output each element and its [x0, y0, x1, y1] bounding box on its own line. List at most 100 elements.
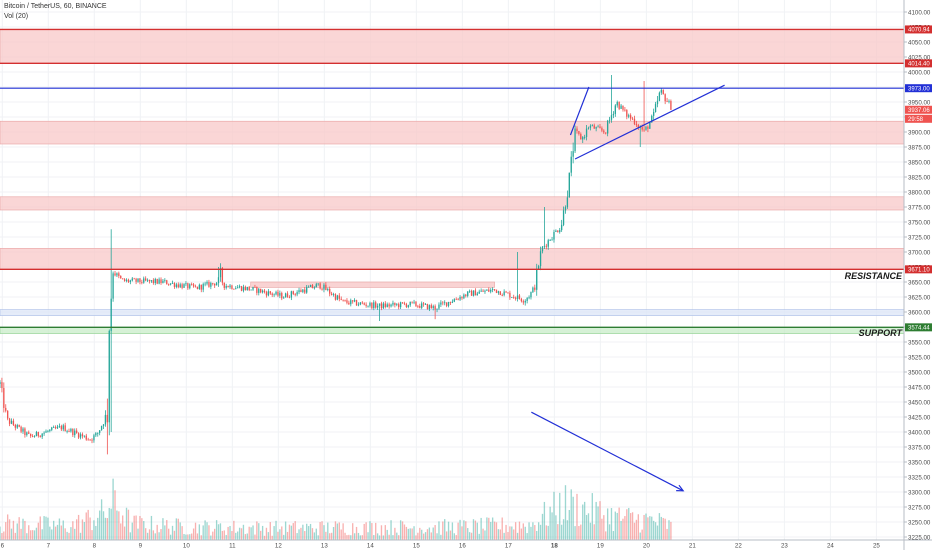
volume-bar — [499, 529, 501, 540]
candle-body — [145, 278, 147, 281]
candle-body — [158, 279, 160, 284]
volume-bar — [396, 532, 398, 540]
candle-body — [419, 306, 421, 308]
price-tag-label: 4014.40 — [908, 62, 930, 68]
candle-body — [114, 273, 116, 276]
volume-bar — [131, 522, 133, 540]
volume-bar — [325, 531, 327, 540]
volume-bar — [444, 519, 446, 540]
volume-bar — [453, 533, 455, 540]
candle-body — [231, 285, 233, 289]
volume-bar — [649, 516, 651, 540]
volume-bar — [315, 528, 317, 540]
candle-body — [97, 432, 99, 434]
zone-red — [0, 29, 905, 64]
volume-bar — [22, 518, 24, 540]
volume-bar — [614, 511, 616, 540]
candle-body — [478, 291, 480, 294]
volume-bar — [191, 533, 193, 540]
y-tick-label: 3775.00 — [908, 204, 931, 211]
candle-body — [53, 427, 55, 428]
volume-bar — [76, 519, 78, 540]
candle-body — [183, 284, 185, 288]
candle-body — [422, 303, 425, 305]
candle-body — [99, 430, 101, 433]
volume-bar — [79, 532, 82, 540]
volume-bar — [578, 526, 580, 540]
volume-bar — [95, 525, 97, 540]
candle-body — [430, 305, 432, 309]
y-tick-label: 3500.00 — [908, 369, 931, 376]
volume-bar — [141, 518, 143, 540]
price-tag — [905, 323, 932, 332]
candle-body — [279, 293, 281, 296]
volume-bar — [110, 508, 112, 540]
volume-bar — [256, 521, 258, 540]
volume-bar — [574, 526, 576, 540]
x-tick-label: 12 — [275, 543, 282, 550]
candle-body — [309, 285, 312, 287]
candle-body — [543, 245, 546, 247]
zone-red — [0, 196, 905, 211]
volume-bar — [626, 509, 628, 540]
candle-body — [557, 230, 559, 233]
candle-body — [336, 295, 339, 300]
candle-body — [283, 297, 285, 299]
candle-body — [14, 424, 17, 428]
volume-bar — [413, 526, 415, 540]
volume-bar — [81, 519, 84, 540]
candle-body — [436, 308, 438, 310]
candle-body — [31, 436, 34, 437]
volume-bar — [564, 485, 567, 540]
candle-body — [18, 425, 20, 427]
candle-body — [403, 303, 406, 305]
volume-bar — [658, 513, 661, 540]
price-tag — [905, 265, 932, 274]
candle-body — [445, 302, 448, 306]
candle-body — [526, 297, 528, 301]
volume-bar — [18, 517, 20, 540]
volume-bar — [660, 516, 662, 540]
y-tick-label: 3525.00 — [908, 354, 931, 361]
candle-body — [215, 283, 218, 286]
candle-body — [321, 288, 323, 290]
candle-body — [442, 302, 444, 304]
trend-line — [531, 411, 684, 492]
volume-bar — [528, 522, 530, 540]
candle-body — [250, 289, 252, 291]
volume-bar — [398, 535, 400, 540]
candle-body — [352, 300, 354, 302]
candle-body — [497, 291, 500, 293]
candle-body — [501, 294, 503, 296]
candle-body — [509, 292, 511, 298]
volume-bar — [399, 520, 402, 540]
volume-bar — [288, 524, 291, 540]
volume-bar — [442, 521, 444, 540]
volume-bar — [643, 514, 645, 540]
candle-body — [618, 102, 620, 109]
candle-body — [490, 289, 492, 292]
candle-body — [662, 90, 664, 95]
candle-body — [1, 382, 3, 389]
candle-body — [587, 127, 590, 129]
volume-bar — [60, 525, 63, 540]
volume-bar — [269, 522, 271, 540]
candle-body — [658, 92, 661, 101]
y-tick-label: 3400.00 — [908, 429, 931, 436]
volume-bar — [156, 524, 158, 540]
volume-bar — [367, 532, 369, 540]
candle-body — [499, 291, 501, 295]
volume-bar — [576, 493, 578, 540]
candle-body — [390, 304, 392, 307]
candle-body — [394, 302, 396, 306]
volume-bar — [585, 514, 588, 540]
volume-bar — [127, 509, 130, 540]
candle-body — [177, 284, 179, 288]
candle-body — [171, 282, 174, 284]
candle-body — [306, 287, 308, 293]
trend-line — [574, 84, 725, 160]
volume-bar — [482, 528, 484, 540]
volume-bar — [237, 531, 239, 540]
